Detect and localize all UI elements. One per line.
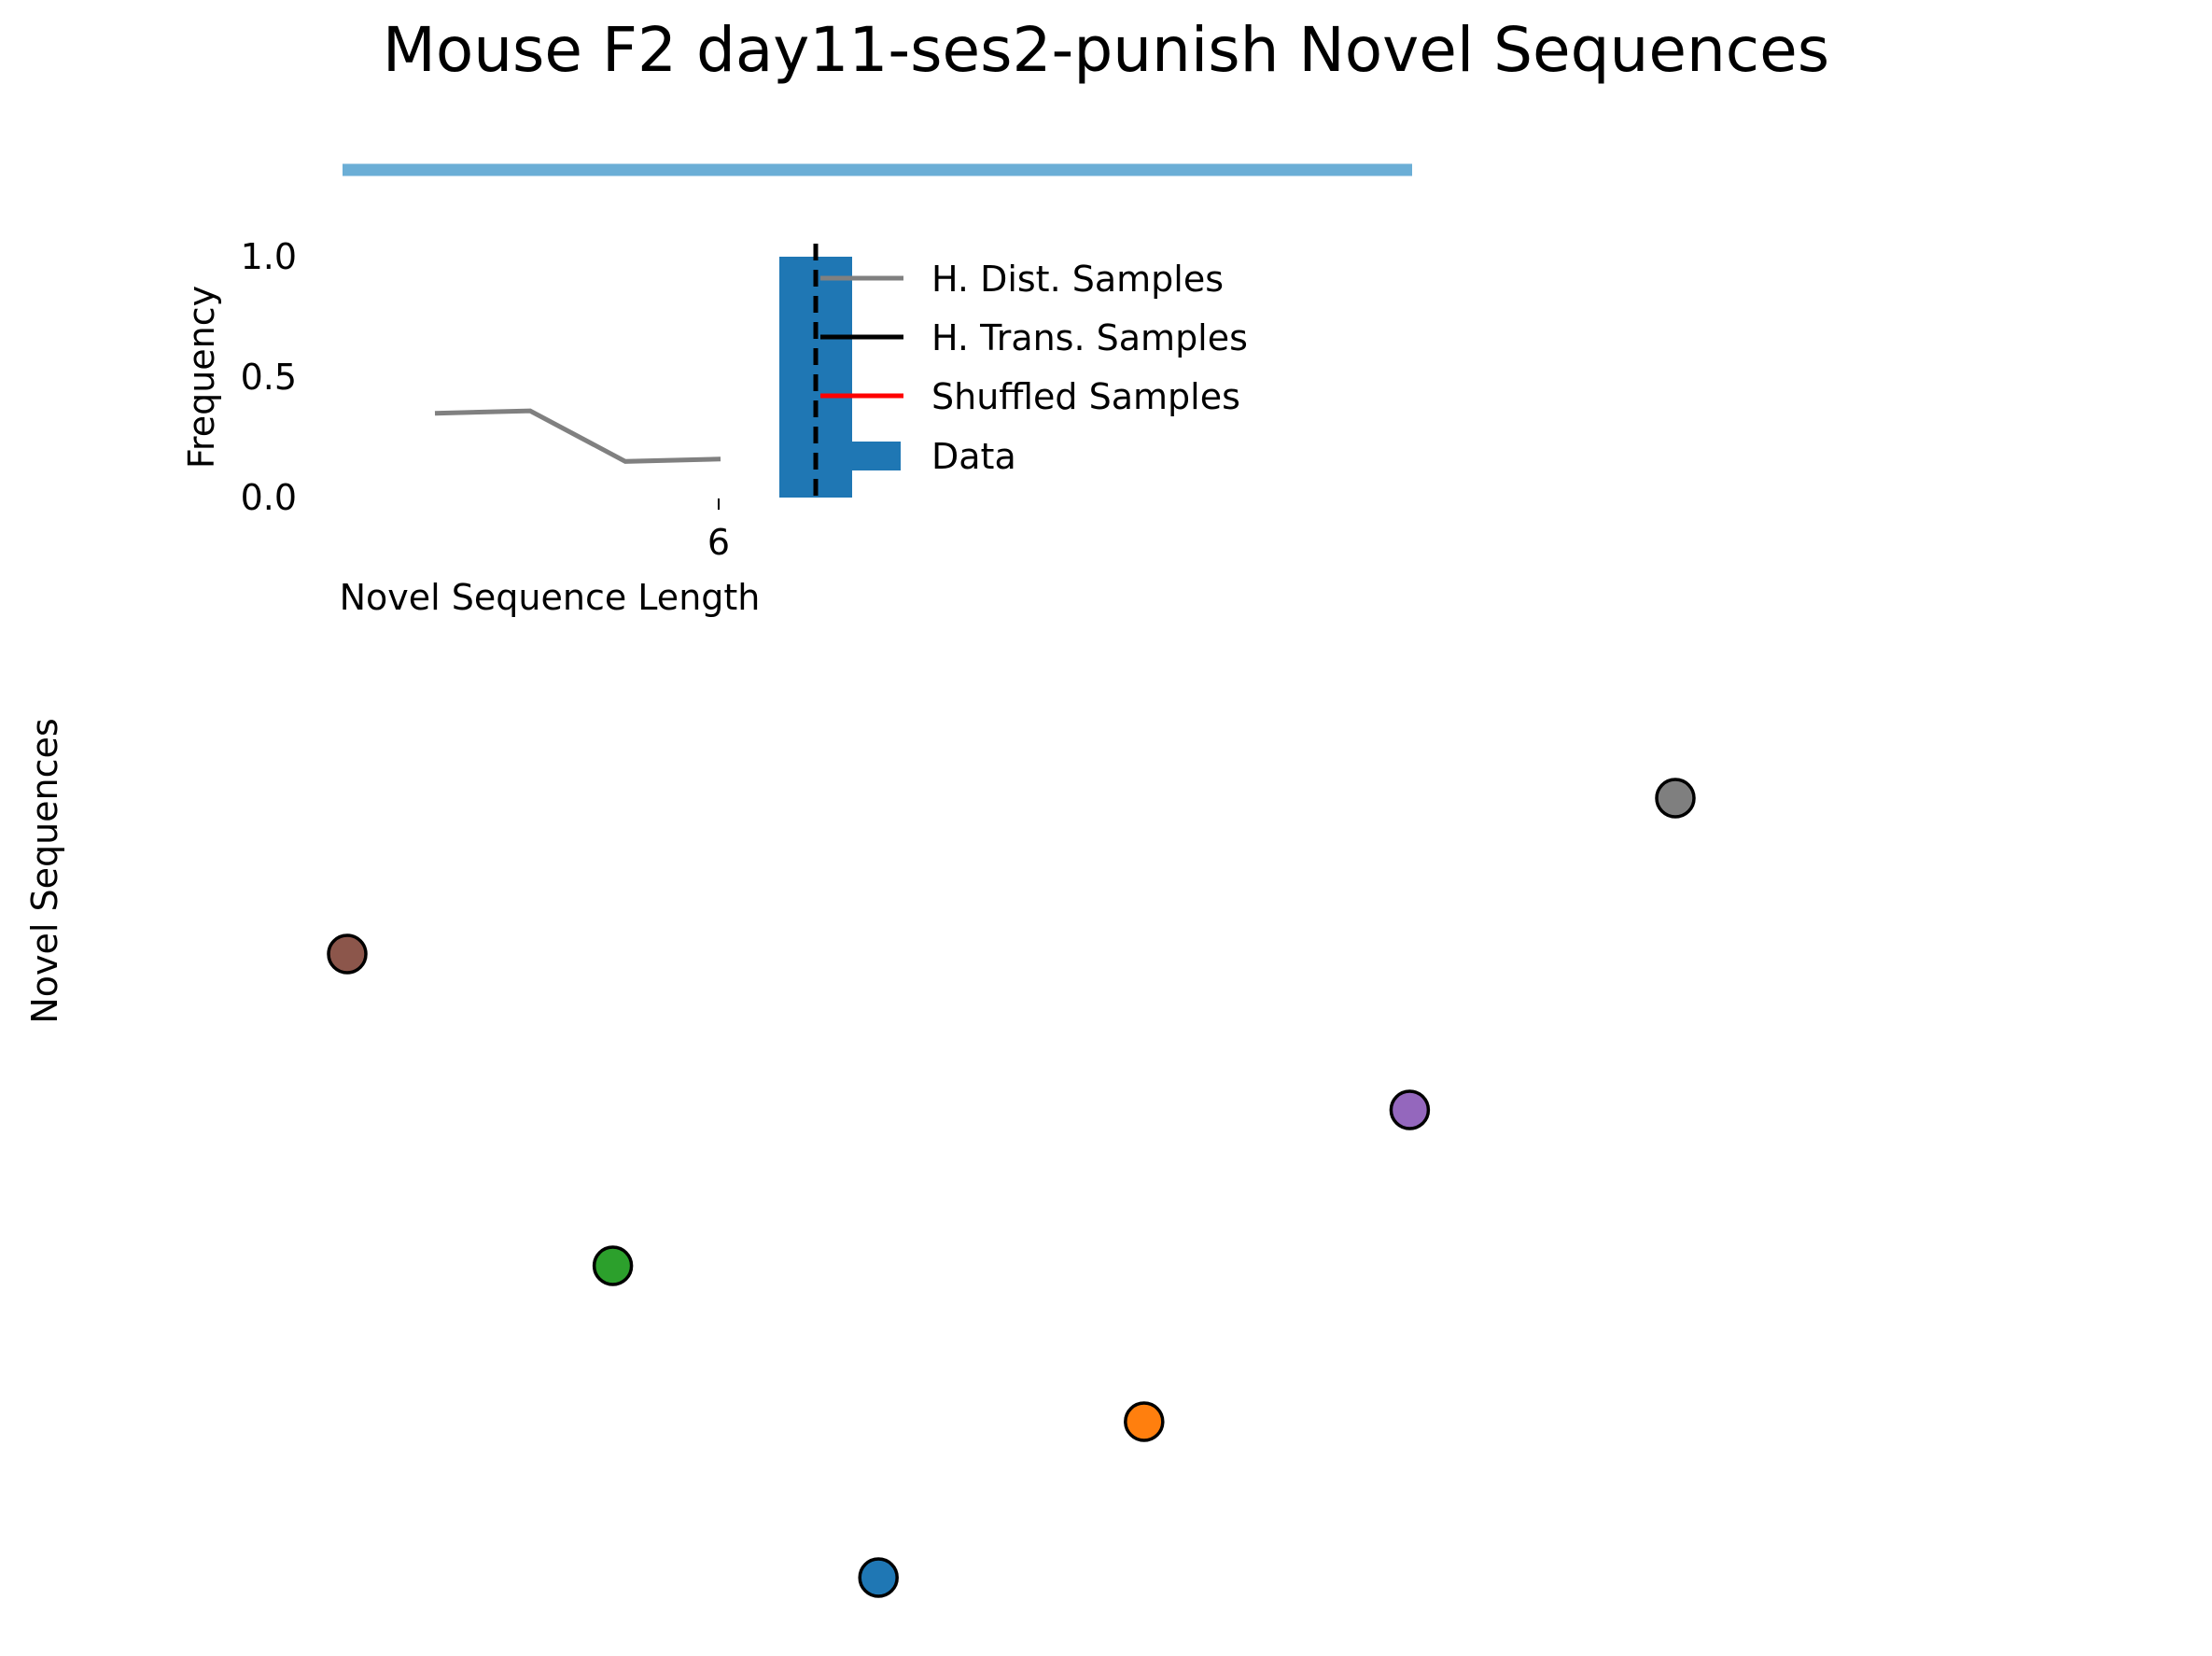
legend-label: H. Dist. Samples — [931, 259, 1224, 300]
line-series — [434, 408, 721, 464]
inset-chart: 0.0 0.5 1.0 6 Novel Sequence Length Freq… — [181, 236, 1248, 618]
legend-swatch — [820, 442, 901, 470]
y-axis-label: Frequency — [181, 286, 222, 469]
y-tick-label: 1.0 — [241, 236, 297, 277]
scatter-point-green — [592, 1245, 634, 1286]
scatter-point-blue — [858, 1557, 899, 1598]
scatter-plot — [327, 778, 1696, 1598]
legend-label: H. Trans. Samples — [931, 317, 1248, 358]
scatter-point-orange — [1124, 1401, 1165, 1442]
scatter-point-purple — [1389, 1089, 1431, 1130]
scatter-point-gray — [1655, 778, 1696, 819]
x-axis-label: Novel Sequence Length — [340, 577, 761, 618]
legend-label: Data — [931, 436, 1016, 477]
scatter-y-axis-label: Novel Sequences — [24, 718, 65, 1023]
inset-marks — [434, 244, 852, 498]
x-tick-label: 6 — [707, 522, 730, 563]
legend-label: Shuffled Samples — [931, 376, 1240, 417]
y-tick-label: 0.0 — [241, 477, 297, 518]
scatter-point-brown — [327, 933, 368, 975]
y-tick-label: 0.5 — [241, 357, 297, 398]
figure-title: Mouse F2 day11-ses2-punish Novel Sequenc… — [383, 14, 1829, 86]
legend: H. Dist. Samples H. Trans. Samples Shuff… — [820, 259, 1248, 477]
